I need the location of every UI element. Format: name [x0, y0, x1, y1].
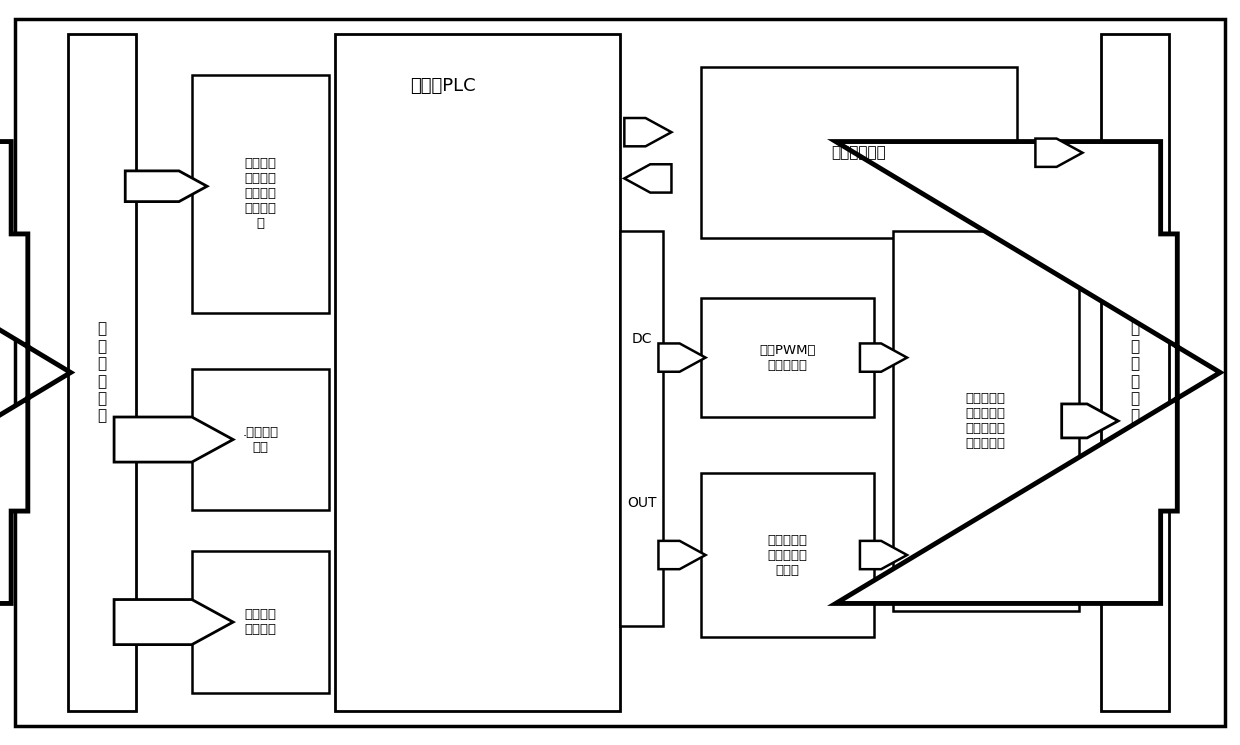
Polygon shape	[0, 142, 71, 603]
Text: 输
入
接
线
端
子: 输 入 接 线 端 子	[98, 322, 107, 423]
Polygon shape	[624, 165, 672, 193]
Text: 输
出
接
线
端
子: 输 出 接 线 端 子	[1131, 322, 1140, 423]
Bar	[192, 74, 329, 313]
Text: 可编程PLC: 可编程PLC	[410, 77, 476, 95]
Polygon shape	[859, 343, 906, 372]
Bar	[701, 298, 874, 417]
Text: 数字开关
量输入端: 数字开关 量输入端	[244, 608, 277, 636]
Bar	[701, 473, 874, 637]
Text: 直流稳压模块: 直流稳压模块	[831, 145, 887, 160]
Polygon shape	[658, 541, 706, 569]
Polygon shape	[114, 600, 233, 644]
Text: 变速箱及电
磁阀负荷功
率模块: 变速箱及电 磁阀负荷功 率模块	[768, 533, 807, 577]
Text: 油门PWM输
出功率模块: 油门PWM输 出功率模块	[759, 343, 816, 372]
Bar	[192, 551, 329, 693]
Bar	[893, 231, 1079, 611]
Polygon shape	[125, 171, 207, 202]
Text: DC: DC	[631, 332, 652, 346]
Polygon shape	[859, 541, 906, 569]
Polygon shape	[658, 343, 706, 372]
Text: .模拟量输
入端: .模拟量输 入端	[242, 425, 279, 454]
Polygon shape	[1061, 404, 1118, 438]
Polygon shape	[836, 142, 1220, 603]
Polygon shape	[114, 417, 233, 462]
Bar	[1101, 34, 1169, 711]
Polygon shape	[624, 118, 672, 146]
Polygon shape	[1035, 139, 1083, 167]
Text: OUT: OUT	[627, 496, 656, 510]
Bar	[68, 34, 136, 711]
Bar	[620, 231, 663, 626]
Bar	[701, 67, 1017, 238]
Text: 发动机转
速及发电
机转速信
号识别电
路: 发动机转 速及发电 机转速信 号识别电 路	[244, 157, 277, 230]
Bar	[192, 369, 329, 510]
Text: 过压、过热
、过载、短
路、故障排
除后自恢复: 过压、过热 、过载、短 路、故障排 除后自恢复	[966, 392, 1006, 450]
Bar	[335, 34, 620, 711]
